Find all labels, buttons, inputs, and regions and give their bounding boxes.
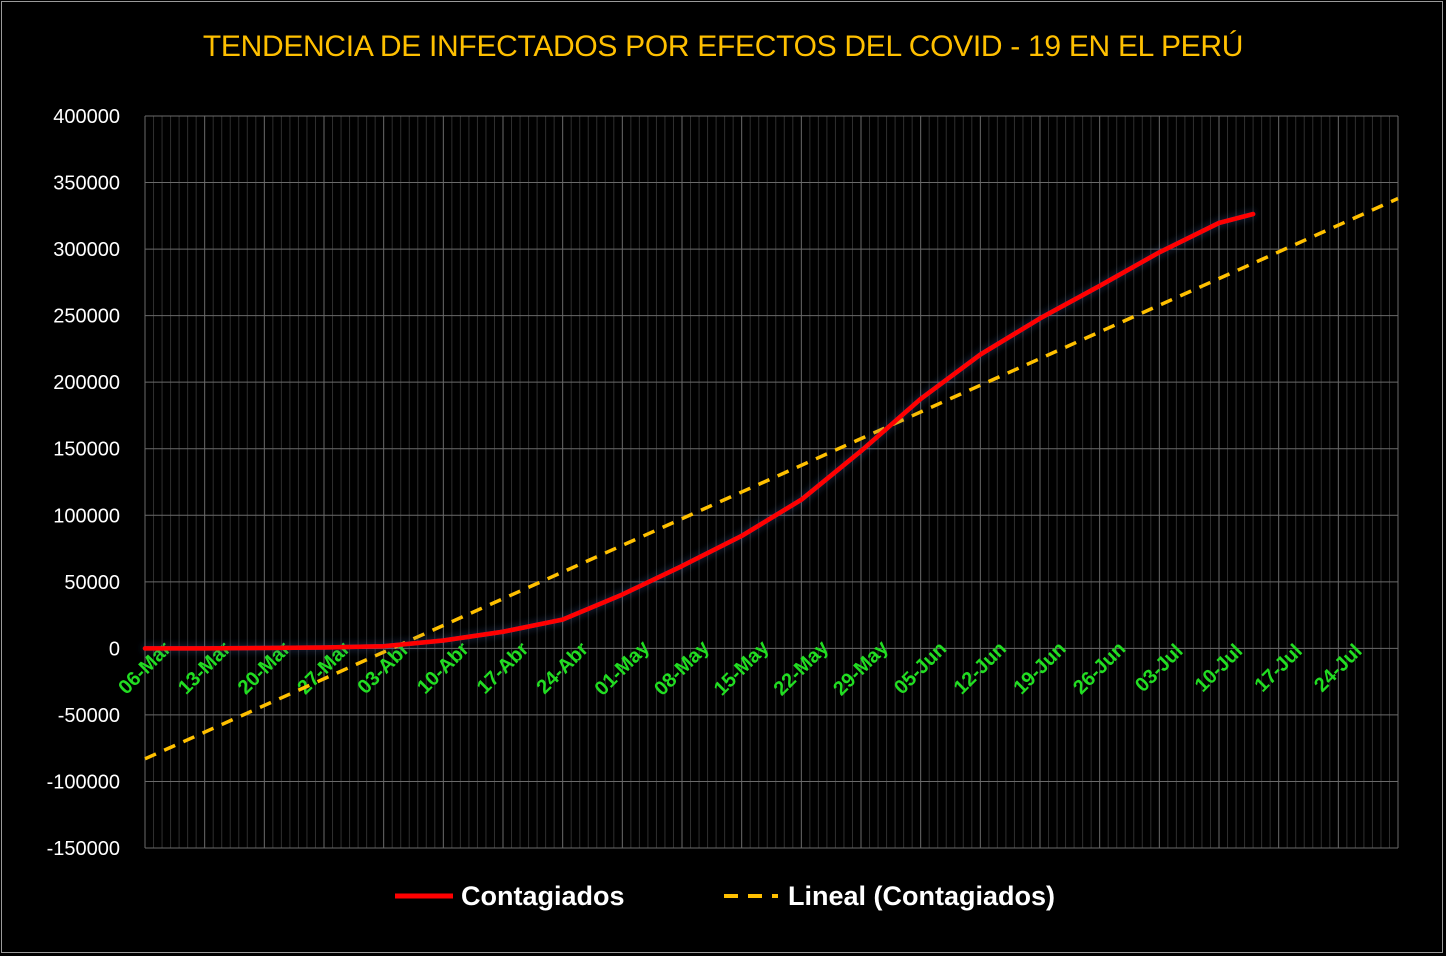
y-tick-label: 150000 xyxy=(53,439,120,461)
y-axis-tick-labels: 400000 350000 300000 250000 200000 150000 1000… xyxy=(47,106,120,860)
legend-swatch-solid-red xyxy=(395,893,453,899)
y-tick-label: -50000 xyxy=(58,705,120,727)
y-tick-label: -150000 xyxy=(47,838,120,860)
gridlines xyxy=(144,115,1399,849)
legend-label: Contagiados xyxy=(461,880,625,911)
y-tick-label: 300000 xyxy=(53,239,120,261)
legend-item-contagiados: Contagiados xyxy=(395,876,625,916)
y-tick-label: 350000 xyxy=(53,173,120,195)
legend-label: Lineal (Contagiados) xyxy=(788,880,1056,911)
legend: Contagiados Lineal (Contagiados) xyxy=(0,876,1446,916)
series-line-lineal-contagiados xyxy=(144,196,1399,761)
chart-title: TENDENCIA DE INFECTADOS POR EFECTOS DEL … xyxy=(202,30,1244,63)
y-tick-label: 100000 xyxy=(53,505,120,527)
legend-swatch-dashed-orange xyxy=(724,894,778,898)
y-tick-label: 200000 xyxy=(53,372,120,394)
y-tick-label: 0 xyxy=(109,638,120,660)
y-tick-label: 250000 xyxy=(53,306,120,328)
series-lines xyxy=(142,196,1399,761)
legend-item-lineal: Lineal (Contagiados) xyxy=(722,876,1055,916)
y-tick-label: 50000 xyxy=(64,572,120,594)
y-tick-label: -100000 xyxy=(47,771,120,793)
series-line-contagiados xyxy=(142,211,1256,651)
y-tick-label: 400000 xyxy=(53,106,120,128)
